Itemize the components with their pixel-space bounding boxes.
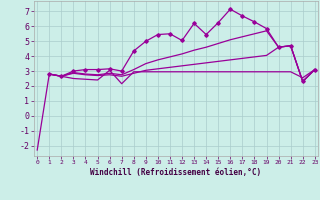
- X-axis label: Windchill (Refroidissement éolien,°C): Windchill (Refroidissement éolien,°C): [91, 168, 261, 177]
